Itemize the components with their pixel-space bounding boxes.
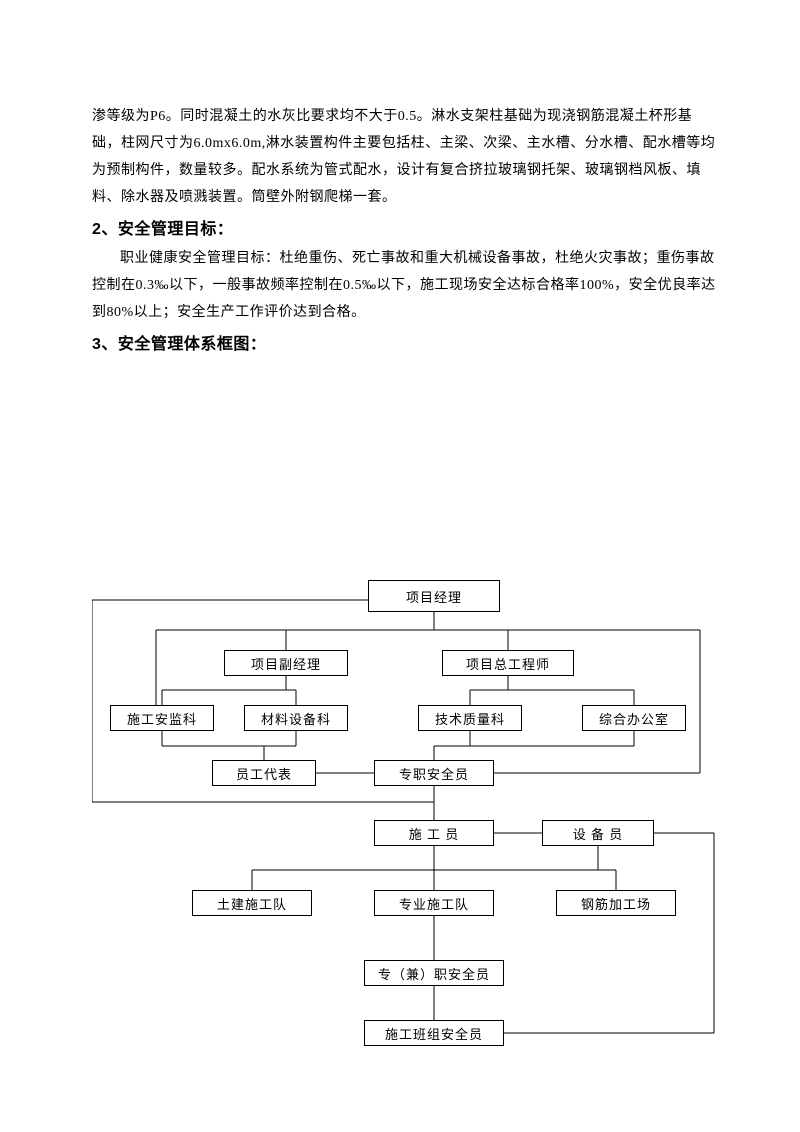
node-team_spec: 专业施工队 [374, 890, 494, 916]
node-office: 综合办公室 [582, 705, 686, 731]
paragraph-1: 渗等级为P6。同时混凝土的水灰比要求均不大于0.5。淋水支架柱基础为现浇钢筋混凝… [92, 103, 716, 211]
org-chart: 项目经理项目副经理项目总工程师施工安监科材料设备科技术质量科综合办公室员工代表专… [92, 580, 716, 1100]
node-builder: 施 工 员 [374, 820, 494, 846]
node-chief: 项目总工程师 [442, 650, 574, 676]
node-team_rebar: 钢筋加工场 [556, 890, 676, 916]
node-tech: 技术质量科 [418, 705, 522, 731]
node-part_time: 专（兼）职安全员 [364, 960, 504, 986]
paragraph-2: 职业健康安全管理目标：杜绝重伤、死亡事故和重大机械设备事故，杜绝火灾事故；重伤事… [92, 245, 716, 326]
heading-safety-target: 2、安全管理目标： [92, 215, 716, 245]
node-material: 材料设备科 [244, 705, 348, 731]
heading-safety-framework: 3、安全管理体系框图： [92, 330, 716, 360]
node-pm: 项目经理 [368, 580, 500, 612]
node-fulltime: 专职安全员 [374, 760, 494, 786]
node-class_safe: 施工班组安全员 [364, 1020, 504, 1046]
node-rep: 员工代表 [212, 760, 316, 786]
node-equipm: 设 备 员 [542, 820, 654, 846]
node-team_civil: 土建施工队 [192, 890, 312, 916]
node-safety_dep: 施工安监科 [110, 705, 214, 731]
node-deputy: 项目副经理 [224, 650, 348, 676]
